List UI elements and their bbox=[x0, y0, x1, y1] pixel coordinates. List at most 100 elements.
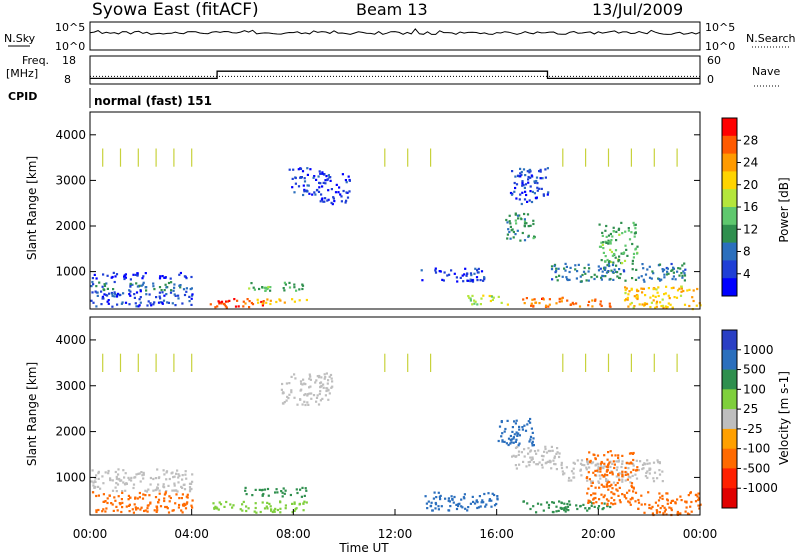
power-cell bbox=[661, 268, 664, 271]
power-cell bbox=[128, 293, 131, 296]
power-cell bbox=[607, 262, 610, 265]
power-cell bbox=[628, 290, 631, 293]
power-cell bbox=[107, 299, 110, 302]
velocity-cell bbox=[188, 490, 192, 493]
power-cell bbox=[327, 198, 330, 201]
power-cell bbox=[547, 191, 550, 194]
velocity-cell bbox=[586, 479, 589, 482]
power-cell bbox=[158, 291, 161, 294]
power-cell bbox=[145, 293, 148, 296]
velocity-cell bbox=[188, 486, 192, 489]
velocity-cell bbox=[529, 417, 532, 421]
power-cell bbox=[479, 303, 482, 306]
power-cell bbox=[609, 232, 612, 236]
velocity-cell bbox=[495, 502, 498, 506]
velocity-cell bbox=[630, 452, 633, 455]
velocity-cell bbox=[605, 465, 608, 468]
power-region-3 bbox=[209, 298, 265, 309]
power-region-6 bbox=[288, 167, 321, 197]
power-cell bbox=[558, 300, 561, 303]
power-cell bbox=[261, 302, 264, 305]
power-cell bbox=[242, 305, 245, 308]
power-cell bbox=[153, 288, 156, 291]
power-cell bbox=[344, 179, 347, 182]
power-cell bbox=[117, 292, 120, 295]
power-colorbar-tick-label-4: 12 bbox=[743, 222, 758, 236]
velocity-cell bbox=[517, 450, 521, 453]
power-cell bbox=[640, 275, 643, 278]
power-cell bbox=[530, 200, 534, 204]
power-region-11 bbox=[509, 167, 550, 206]
velocity-cell bbox=[594, 463, 598, 466]
power-cell bbox=[672, 271, 675, 274]
power-cell bbox=[535, 176, 539, 179]
power-cell bbox=[302, 184, 305, 187]
velocity-colorbar-tick-label-6: -500 bbox=[743, 461, 770, 475]
velocity-cell bbox=[212, 502, 215, 505]
velocity-cell bbox=[663, 506, 666, 509]
velocity-cell bbox=[299, 398, 302, 401]
velocity-cell bbox=[322, 383, 325, 386]
power-cell bbox=[118, 294, 121, 297]
velocity-cell bbox=[482, 501, 485, 504]
power-cell bbox=[633, 235, 636, 238]
velocity-cell bbox=[444, 497, 447, 500]
velocity-cell bbox=[616, 466, 619, 469]
power-cell bbox=[544, 305, 548, 308]
power-cell bbox=[637, 276, 640, 279]
power-cell bbox=[474, 267, 477, 270]
power-cell bbox=[679, 294, 683, 297]
power-cell bbox=[597, 265, 600, 268]
power-cell bbox=[508, 220, 511, 223]
velocity-cell bbox=[95, 509, 98, 512]
velocity-cell bbox=[555, 468, 558, 471]
velocity-cell bbox=[556, 451, 559, 454]
power-cell bbox=[323, 173, 326, 176]
power-cell bbox=[660, 278, 663, 281]
power-cell bbox=[604, 268, 607, 271]
velocity-cell bbox=[184, 503, 187, 507]
power-cell bbox=[106, 274, 109, 277]
power-cell bbox=[544, 176, 547, 179]
velocity-cell bbox=[308, 373, 311, 376]
velocity-cell bbox=[457, 504, 460, 508]
power-cell bbox=[223, 303, 226, 306]
power-cell bbox=[161, 301, 164, 304]
velocity-cell bbox=[648, 472, 651, 475]
velocity-cell bbox=[241, 503, 244, 506]
velocity-cell bbox=[120, 498, 123, 501]
velocity-cell bbox=[602, 475, 606, 478]
power-cell bbox=[608, 264, 611, 268]
power-cell bbox=[173, 293, 176, 296]
velocity-cell bbox=[94, 480, 97, 483]
velocity-cell bbox=[669, 501, 672, 504]
power-cell bbox=[511, 170, 514, 173]
power-cell bbox=[167, 281, 171, 285]
power-cell bbox=[630, 231, 633, 234]
power-cell bbox=[469, 272, 473, 275]
velocity-cell bbox=[507, 443, 510, 447]
power-cell bbox=[450, 269, 453, 272]
power-cell bbox=[92, 283, 95, 286]
power-cell bbox=[541, 297, 545, 300]
velocity-cell bbox=[506, 419, 509, 422]
velocity-cell bbox=[302, 502, 305, 505]
power-cell bbox=[509, 191, 513, 195]
power-cell bbox=[441, 278, 444, 281]
velocity-region-2 bbox=[92, 491, 194, 514]
power-cell bbox=[135, 282, 138, 285]
velocity-cell bbox=[293, 396, 296, 399]
velocity-cell bbox=[558, 455, 561, 459]
velocity-cell bbox=[676, 498, 679, 501]
velocity-cell bbox=[596, 469, 599, 472]
velocity-cell bbox=[522, 460, 525, 463]
velocity-cell bbox=[566, 505, 570, 508]
velocity-cell bbox=[310, 392, 313, 395]
noise-panel: N.Sky 10^5 10^0 10^5 10^0 N.Search bbox=[4, 21, 796, 53]
velocity-cell bbox=[594, 474, 597, 477]
velocity-cell bbox=[245, 505, 248, 508]
velocity-cell bbox=[300, 495, 303, 498]
velocity-cell bbox=[609, 505, 612, 509]
velocity-cell bbox=[621, 480, 624, 483]
